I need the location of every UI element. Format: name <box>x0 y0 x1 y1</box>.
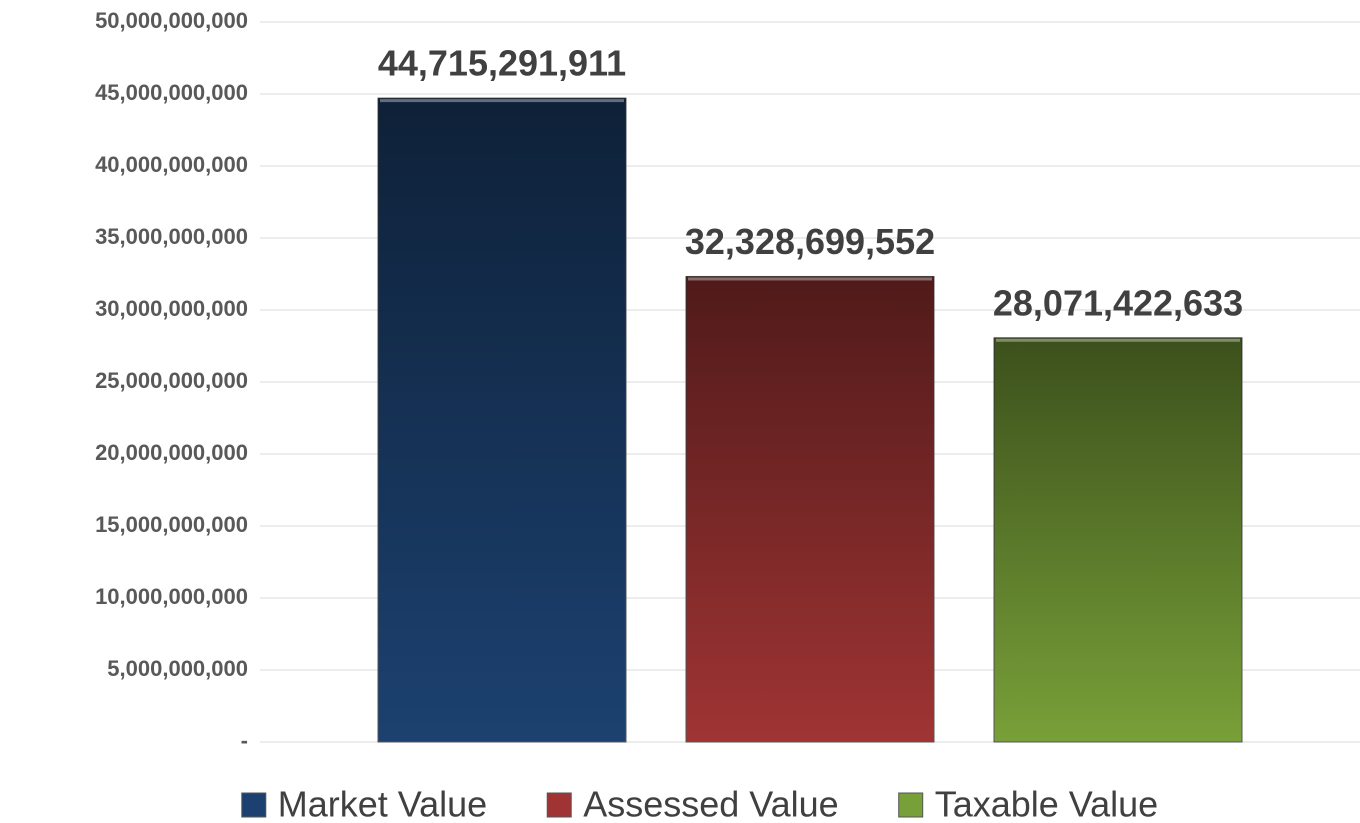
legend-label: Assessed Value <box>583 784 838 823</box>
y-tick-label: 35,000,000,000 <box>95 224 248 249</box>
y-tick-label: 40,000,000,000 <box>95 152 248 177</box>
y-tick-label: 20,000,000,000 <box>95 440 248 465</box>
data-label: 44,715,291,911 <box>378 43 626 84</box>
bar-bevel <box>380 99 624 103</box>
legend-swatch <box>241 792 267 818</box>
y-tick-label: 45,000,000,000 <box>95 80 248 105</box>
bar-bevel <box>688 277 932 281</box>
bar <box>377 97 627 743</box>
legend-swatch <box>898 792 924 818</box>
y-tick-label: - <box>241 728 248 753</box>
legend-swatch <box>546 792 572 818</box>
bar-bevel <box>996 338 1240 342</box>
legend-label: Taxable Value <box>935 784 1159 823</box>
data-label: 28,071,422,633 <box>993 282 1243 323</box>
bar <box>685 275 935 743</box>
y-tick-label: 10,000,000,000 <box>95 584 248 609</box>
y-tick-label: 50,000,000,000 <box>95 8 248 33</box>
y-tick-label: 5,000,000,000 <box>107 656 248 681</box>
y-tick-label: 15,000,000,000 <box>95 512 248 537</box>
y-tick-label: 25,000,000,000 <box>95 368 248 393</box>
bar <box>993 337 1243 743</box>
data-label: 32,328,699,552 <box>685 221 935 262</box>
y-tick-label: 30,000,000,000 <box>95 296 248 321</box>
legend-label: Market Value <box>278 784 487 823</box>
